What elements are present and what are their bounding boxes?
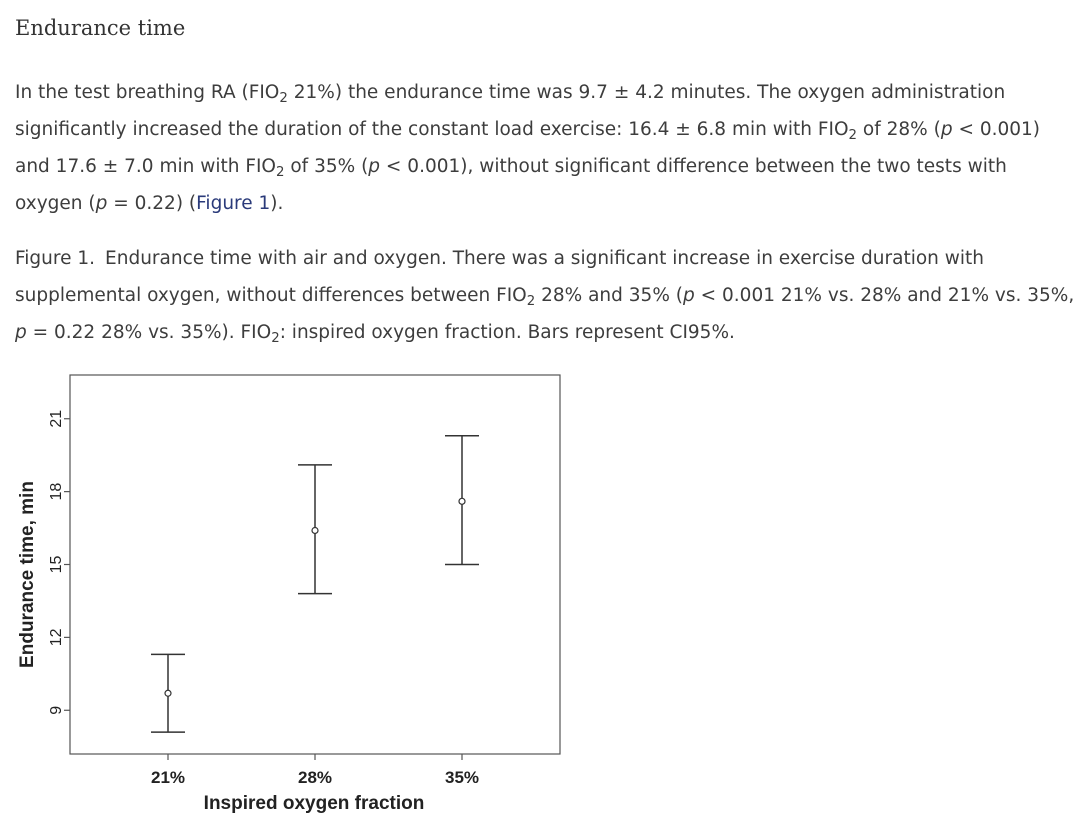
error-bar (151, 653, 185, 733)
body-line-2: significantly increased the duration of … (15, 119, 1041, 143)
error-bars (151, 434, 479, 733)
caption-line-1: Figure 1. Endurance time with air and oxy… (15, 248, 985, 269)
body-paragraph: In the test breathing RA (FIO2 21%) the … (15, 74, 1070, 222)
body-line-1: In the test breathing RA (FIO2 21%) the … (15, 82, 1006, 106)
mean-marker (458, 497, 466, 505)
error-bar (298, 464, 332, 595)
caption-label: Figure 1. (15, 248, 96, 269)
figure-1-chart: 9 12 15 18 21 21% 28% 35% Endurance time, min … (0, 360, 580, 830)
mean-marker (164, 689, 172, 697)
y-tick-label: 18 (48, 483, 65, 501)
x-tick-label: 35% (445, 768, 479, 787)
x-tick-label: 21% (151, 768, 185, 787)
y-tick-label: 12 (48, 628, 65, 646)
y-tick-label: 15 (48, 556, 65, 574)
y-axis-label: Endurance time, min (17, 481, 38, 668)
body-line-4: oxygen (p = 0.22) (Figure 1). (15, 193, 284, 214)
y-tick-label: 21 (48, 410, 65, 428)
caption-line-2: supplemental oxygen, without differences… (15, 285, 1075, 309)
y-axis: 9 12 15 18 21 (48, 410, 70, 715)
figure-caption: Figure 1. Endurance time with air and oxy… (15, 240, 1075, 351)
section-heading: Endurance time (15, 16, 186, 40)
x-axis-label: Inspired oxygen fraction (204, 793, 425, 814)
mean-marker (311, 526, 319, 535)
body-line-3: and 17.6 ± 7.0 min with FIO2 of 35% (p <… (15, 156, 1007, 180)
error-bar (445, 434, 479, 566)
y-tick-label: 9 (48, 706, 65, 715)
x-axis: 21% 28% 35% (151, 754, 479, 787)
caption-line-3: p = 0.22 28% vs. 35%). FIO2: inspired ox… (15, 322, 735, 346)
figure-1-link[interactable]: Figure 1 (196, 193, 271, 214)
x-tick-label: 28% (298, 768, 332, 787)
